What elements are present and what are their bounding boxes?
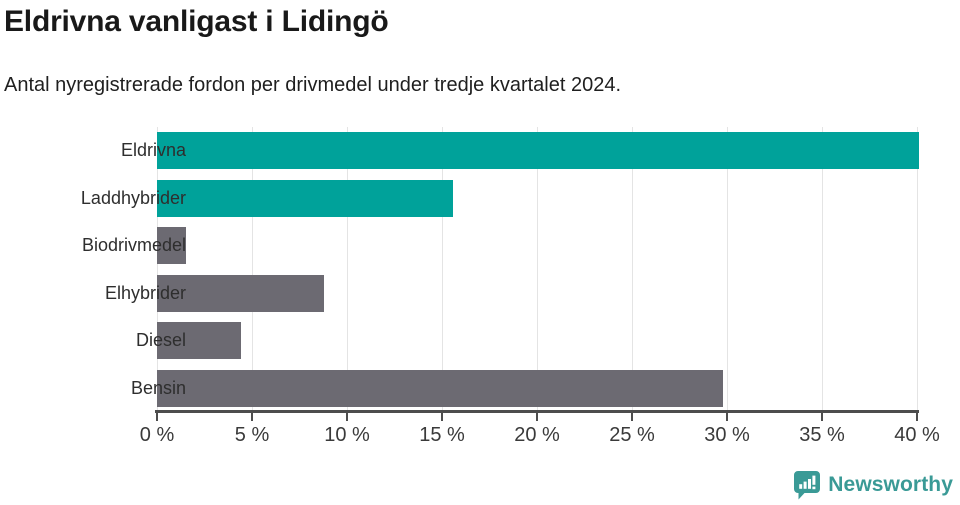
x-axis-tick-label: 30 %: [704, 424, 750, 446]
bar-eldrivna: [157, 132, 919, 169]
x-axis-tick: [916, 413, 918, 421]
newsworthy-logo-bar-chart-speech-bubble-icon: [794, 471, 821, 500]
x-axis-tick: [251, 413, 253, 421]
gridline: [442, 127, 443, 412]
category-label: Bensin: [130, 377, 186, 398]
x-axis-tick-label: 0 %: [139, 424, 175, 446]
chart-title: Eldrivna vanligast i Lidingö: [4, 5, 389, 38]
category-label: Eldrivna: [120, 140, 186, 160]
x-axis-tick-label: 25 %: [609, 424, 655, 446]
gridline: [252, 127, 253, 412]
bar-chart-plot-area: [157, 127, 919, 413]
bar-diesel: [157, 322, 241, 359]
bar-row: [157, 365, 917, 413]
gridline: [157, 127, 158, 412]
bar-row: [157, 317, 917, 365]
x-axis-tick: [156, 413, 158, 421]
gridline: [917, 127, 918, 412]
bar-row: [157, 127, 919, 175]
bar-laddhybrider: [157, 179, 454, 217]
x-axis-tick: [441, 413, 443, 421]
category-label: Biodrivmedel: [81, 235, 186, 255]
x-axis-tick: [821, 413, 823, 421]
gridline: [632, 127, 633, 412]
bar-row: [157, 175, 917, 223]
category-label: Elhybrider: [104, 282, 186, 303]
x-axis-tick-label: 15 %: [419, 424, 465, 446]
gridline: [727, 127, 728, 412]
bar-bensin: [157, 369, 724, 407]
x-axis-tick: [536, 413, 538, 421]
x-axis-tick-label: 40 %: [894, 424, 940, 446]
bar-elhybrider: [157, 274, 325, 312]
chart-subtitle: Antal nyregistrerade fordon per drivmede…: [4, 74, 622, 96]
bar-biodrivmedel: [157, 227, 186, 264]
brand-footer: Newsworthy: [793, 470, 953, 500]
category-label: Diesel: [135, 330, 186, 350]
category-label: Laddhybrider: [80, 187, 186, 208]
x-axis-tick: [346, 413, 348, 421]
brand-name: Newsworthy: [828, 473, 953, 496]
x-axis-tick-label: 5 %: [234, 424, 270, 446]
bar-row: [157, 270, 917, 318]
gridline: [822, 127, 823, 412]
x-axis-tick-label: 35 %: [799, 424, 845, 446]
x-axis-tick-label: 10 %: [324, 424, 370, 446]
gridline: [347, 127, 348, 412]
x-axis-tick-label: 20 %: [514, 424, 560, 446]
x-axis-line: [155, 410, 919, 413]
gridline: [537, 127, 538, 412]
bar-row: [157, 222, 917, 270]
x-axis-tick: [726, 413, 728, 421]
x-axis-tick: [631, 413, 633, 421]
